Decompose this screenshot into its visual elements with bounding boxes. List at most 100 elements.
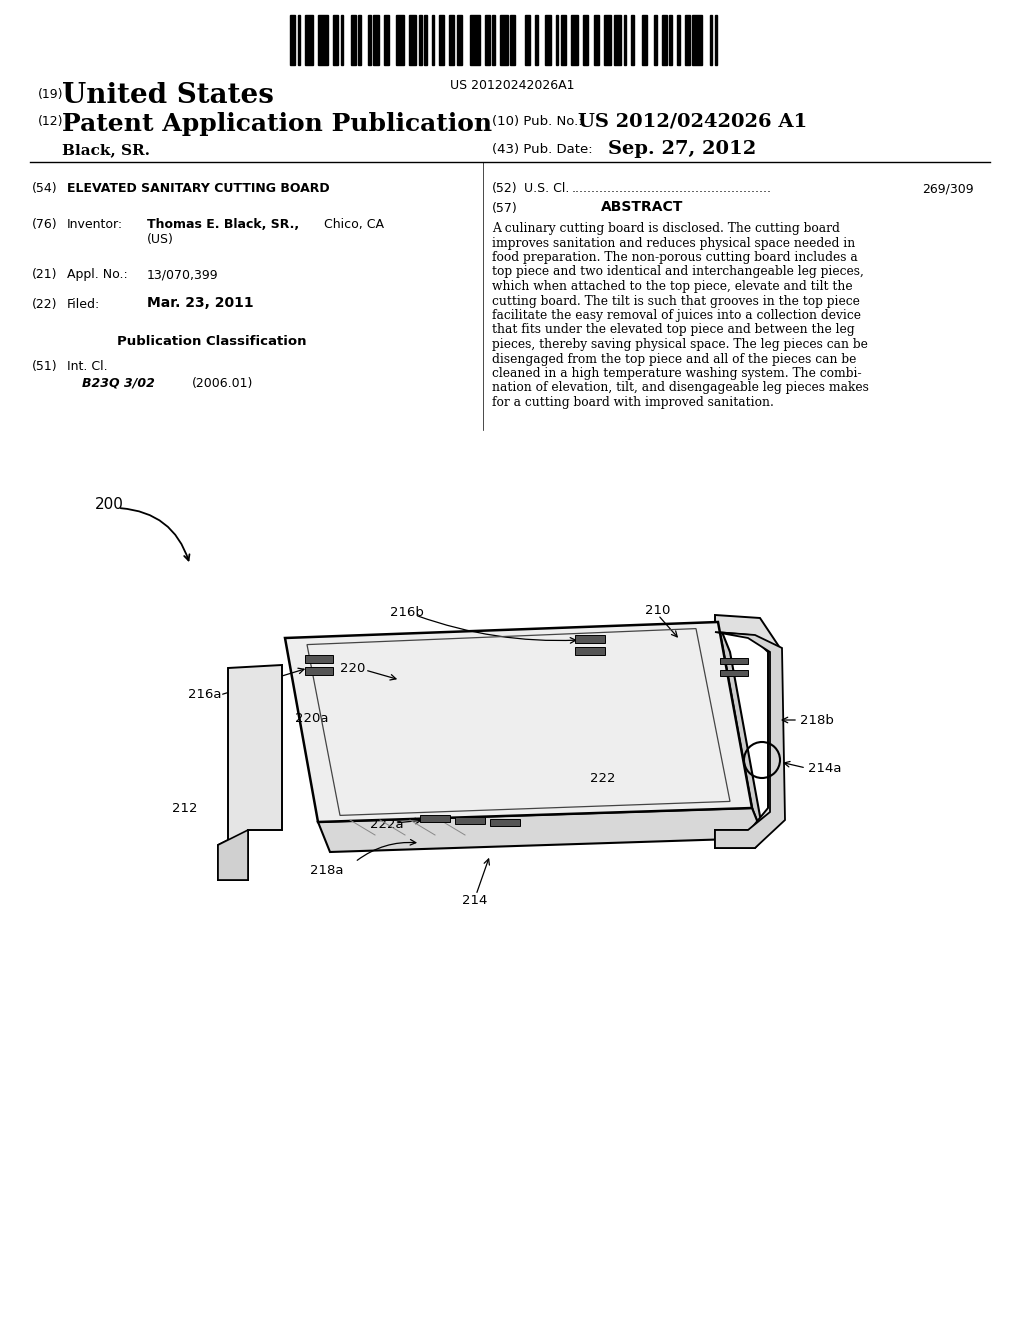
- Text: Appl. No.:: Appl. No.:: [67, 268, 128, 281]
- Polygon shape: [490, 818, 520, 826]
- Text: (2006.01): (2006.01): [193, 378, 253, 389]
- Text: 269/309: 269/309: [922, 182, 974, 195]
- Text: 13/070,399: 13/070,399: [147, 268, 219, 281]
- Polygon shape: [218, 665, 282, 880]
- Text: US 20120242026A1: US 20120242026A1: [450, 79, 574, 92]
- Text: (57): (57): [492, 202, 518, 215]
- Text: that fits under the elevated top piece and between the leg: that fits under the elevated top piece a…: [492, 323, 855, 337]
- Bar: [584, 15, 589, 65]
- Bar: [457, 15, 462, 65]
- Bar: [570, 15, 579, 65]
- Bar: [409, 15, 417, 65]
- Text: for a cutting board with improved sanitation.: for a cutting board with improved sanita…: [492, 396, 774, 409]
- Bar: [536, 15, 538, 65]
- Text: Publication Classification: Publication Classification: [117, 335, 306, 348]
- Text: improves sanitation and reduces physical space needed in: improves sanitation and reduces physical…: [492, 236, 855, 249]
- Bar: [632, 15, 634, 65]
- Bar: [685, 15, 689, 65]
- Text: 222a: 222a: [370, 818, 403, 832]
- Bar: [642, 15, 646, 65]
- Text: nation of elevation, tilt, and disengageable leg pieces makes: nation of elevation, tilt, and disengage…: [492, 381, 869, 395]
- Bar: [305, 15, 312, 65]
- Text: 200: 200: [95, 498, 124, 512]
- Bar: [556, 15, 558, 65]
- Bar: [341, 15, 343, 65]
- Bar: [546, 15, 551, 65]
- Bar: [500, 15, 508, 65]
- Text: (52): (52): [492, 182, 517, 195]
- Text: food preparation. The non-porous cutting board includes a: food preparation. The non-porous cutting…: [492, 251, 858, 264]
- Bar: [432, 15, 434, 65]
- Bar: [369, 15, 371, 65]
- Text: ABSTRACT: ABSTRACT: [601, 201, 683, 214]
- Text: (76): (76): [32, 218, 57, 231]
- Bar: [710, 15, 713, 65]
- Text: Black, SR.: Black, SR.: [62, 143, 150, 157]
- Text: Thomas E. Black, SR.,: Thomas E. Black, SR.,: [147, 218, 299, 231]
- Polygon shape: [285, 622, 752, 822]
- Bar: [333, 15, 338, 65]
- Bar: [419, 15, 422, 65]
- Bar: [624, 15, 627, 65]
- Text: (12): (12): [38, 115, 63, 128]
- Polygon shape: [575, 635, 605, 643]
- Polygon shape: [305, 667, 333, 675]
- Text: Mar. 23, 2011: Mar. 23, 2011: [147, 296, 254, 310]
- Text: Sep. 27, 2012: Sep. 27, 2012: [608, 140, 757, 158]
- Bar: [317, 15, 328, 65]
- Text: 220: 220: [340, 661, 366, 675]
- Bar: [374, 15, 379, 65]
- Text: which when attached to the top piece, elevate and tilt the: which when attached to the top piece, el…: [492, 280, 853, 293]
- Text: A culinary cutting board is disclosed. The cutting board: A culinary cutting board is disclosed. T…: [492, 222, 840, 235]
- Text: 214a: 214a: [808, 762, 842, 775]
- Bar: [350, 15, 355, 65]
- Text: cleaned in a high temperature washing system. The combi-: cleaned in a high temperature washing sy…: [492, 367, 861, 380]
- Bar: [484, 15, 489, 65]
- Text: facilitate the easy removal of juices into a collection device: facilitate the easy removal of juices in…: [492, 309, 861, 322]
- Text: (22): (22): [32, 298, 57, 312]
- Bar: [450, 15, 455, 65]
- Text: 210: 210: [645, 603, 671, 616]
- Text: Patent Application Publication: Patent Application Publication: [62, 112, 493, 136]
- Text: United States: United States: [62, 82, 273, 110]
- Bar: [603, 15, 611, 65]
- Bar: [654, 15, 656, 65]
- Polygon shape: [720, 671, 748, 676]
- Text: (10) Pub. No.:: (10) Pub. No.:: [492, 115, 583, 128]
- Polygon shape: [318, 808, 764, 851]
- Bar: [692, 15, 702, 65]
- Text: (21): (21): [32, 268, 57, 281]
- Text: 212: 212: [172, 801, 198, 814]
- Text: 216a: 216a: [188, 689, 221, 701]
- Bar: [298, 15, 300, 65]
- Polygon shape: [305, 655, 333, 663]
- Text: 218a: 218a: [310, 863, 343, 876]
- Bar: [493, 15, 495, 65]
- Bar: [594, 15, 599, 65]
- Polygon shape: [715, 615, 780, 847]
- Text: Filed:: Filed:: [67, 298, 100, 312]
- Text: cutting board. The tilt is such that grooves in the top piece: cutting board. The tilt is such that gro…: [492, 294, 860, 308]
- Bar: [670, 15, 672, 65]
- Text: Inventor:: Inventor:: [67, 218, 123, 231]
- Text: 220a: 220a: [295, 711, 329, 725]
- Bar: [424, 15, 427, 65]
- Text: 214: 214: [462, 894, 487, 907]
- Text: B23Q 3/02: B23Q 3/02: [82, 378, 155, 389]
- Text: 216b: 216b: [390, 606, 424, 619]
- Text: ELEVATED SANITARY CUTTING BOARD: ELEVATED SANITARY CUTTING BOARD: [67, 182, 330, 195]
- Text: Chico, CA: Chico, CA: [319, 218, 384, 231]
- Text: (43) Pub. Date:: (43) Pub. Date:: [492, 143, 593, 156]
- Polygon shape: [455, 817, 485, 824]
- Polygon shape: [218, 830, 248, 880]
- Polygon shape: [720, 657, 748, 664]
- Polygon shape: [718, 622, 764, 838]
- Text: (54): (54): [32, 182, 57, 195]
- Bar: [525, 15, 530, 65]
- Text: pieces, thereby saving physical space. The leg pieces can be: pieces, thereby saving physical space. T…: [492, 338, 868, 351]
- Bar: [439, 15, 444, 65]
- Bar: [662, 15, 667, 65]
- Bar: [715, 15, 718, 65]
- Text: disengaged from the top piece and all of the pieces can be: disengaged from the top piece and all of…: [492, 352, 856, 366]
- Text: U.S. Cl.: U.S. Cl.: [524, 182, 573, 195]
